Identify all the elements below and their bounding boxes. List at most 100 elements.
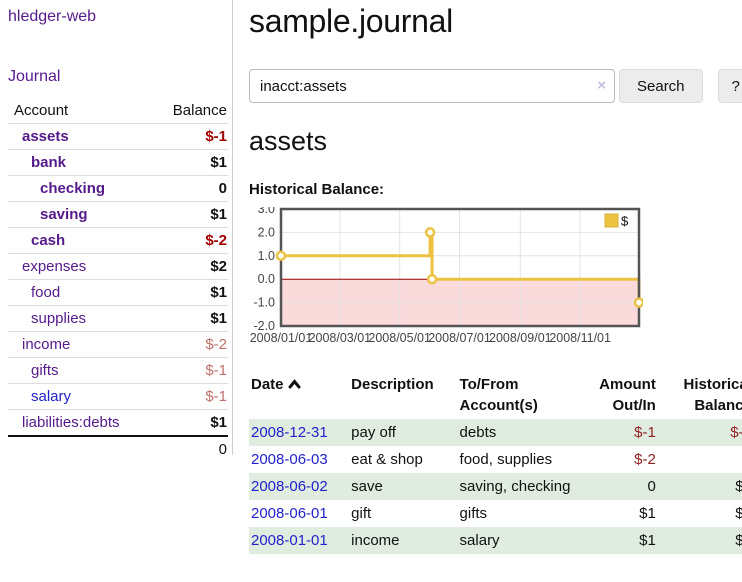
transaction-date-link[interactable]: 2008-06-03 bbox=[251, 451, 328, 468]
account-row: checking 0 bbox=[8, 176, 228, 202]
account-balance: $1 bbox=[210, 154, 227, 171]
transaction-accounts: debts bbox=[459, 424, 497, 441]
help-button[interactable]: ? bbox=[717, 69, 742, 103]
account-balance: $-2 bbox=[205, 232, 227, 249]
transaction-description: income bbox=[351, 532, 400, 549]
accounts-total-row: 0 bbox=[8, 436, 228, 462]
chart-title: Historical Balance: bbox=[249, 181, 385, 198]
account-row: income $-2 bbox=[8, 332, 228, 358]
account-link[interactable]: assets bbox=[22, 128, 69, 145]
account-row: cash $-2 bbox=[8, 228, 228, 254]
account-link[interactable]: liabilities:debts bbox=[22, 414, 120, 431]
account-balance: $-1 bbox=[205, 128, 227, 145]
svg-text:2008/09/01: 2008/09/01 bbox=[489, 331, 552, 345]
account-link[interactable]: cash bbox=[31, 232, 66, 249]
account-row: food $1 bbox=[8, 280, 228, 306]
transaction-date-link[interactable]: 2008-06-02 bbox=[251, 478, 328, 495]
app-title-link[interactable]: hledger-web bbox=[8, 8, 97, 25]
transaction-date-link[interactable]: 2008-06-01 bbox=[251, 505, 328, 522]
transaction-description: gift bbox=[351, 505, 372, 522]
svg-text:2008/11/01: 2008/11/01 bbox=[549, 331, 611, 345]
register-row: 2008-06-02 save saving, checking 0 $2 bbox=[249, 473, 742, 500]
account-balance: $1 bbox=[210, 206, 227, 223]
transaction-accounts: saving, checking bbox=[459, 478, 571, 495]
account-link[interactable]: checking bbox=[40, 180, 106, 197]
account-balance: $-2 bbox=[205, 336, 227, 353]
account-row: gifts $-1 bbox=[8, 358, 228, 384]
register-row: 2008-01-01 income salary $1 $1 bbox=[249, 527, 742, 554]
main-content: sample.journal × Search ? assets Histori… bbox=[233, 0, 742, 554]
transaction-amount: $-2 bbox=[634, 451, 656, 468]
sidebar-item-journal[interactable]: Journal bbox=[8, 68, 61, 85]
account-link[interactable]: saving bbox=[40, 206, 88, 223]
account-link[interactable]: salary bbox=[31, 388, 72, 405]
account-balance: $2 bbox=[210, 258, 227, 275]
transaction-description: pay off bbox=[351, 424, 396, 441]
chart-svg: 3.0 2.0 1.0 0.0 -1.0 -2.02008/01/012008/03/01… bbox=[250, 202, 645, 345]
register-tbody: 2008-12-31 pay off debts $-1 $-1 2008-06-03 ea… bbox=[249, 419, 742, 554]
account-balance: $1 bbox=[210, 414, 227, 431]
account-heading: assets bbox=[249, 126, 328, 156]
account-link[interactable]: income bbox=[22, 336, 71, 353]
account-row: salary $-1 bbox=[8, 384, 228, 410]
register-row: 2008-12-31 pay off debts $-1 $-1 bbox=[249, 419, 742, 446]
svg-text:$: $ bbox=[621, 214, 629, 229]
transaction-description: save bbox=[351, 478, 383, 495]
svg-text:2008/03/01: 2008/03/01 bbox=[309, 331, 372, 345]
register-header-row: Date Description To/From Account(s) Amou… bbox=[249, 371, 742, 419]
transaction-accounts: salary bbox=[459, 532, 500, 549]
search-input[interactable] bbox=[249, 69, 615, 103]
svg-text:2.0: 2.0 bbox=[258, 225, 275, 239]
account-balance: $-1 bbox=[205, 362, 227, 379]
svg-text:2008/05/01: 2008/05/01 bbox=[368, 331, 431, 345]
transaction-balance: $1 bbox=[735, 532, 742, 549]
account-link[interactable]: bank bbox=[31, 154, 67, 171]
transaction-date-link[interactable]: 2008-12-31 bbox=[251, 424, 328, 441]
search-button[interactable]: Search bbox=[619, 69, 703, 103]
account-row: bank $1 bbox=[8, 150, 228, 176]
transaction-date-link[interactable]: 2008-01-01 bbox=[251, 532, 328, 549]
page-title: sample.journal bbox=[249, 3, 453, 39]
register-header-date[interactable]: Date bbox=[249, 371, 349, 419]
register-header-balance: Historical Balance bbox=[683, 376, 742, 414]
register-header-amount: Amount Out/In bbox=[599, 376, 656, 414]
account-link[interactable]: food bbox=[31, 284, 61, 301]
accounts-tbody: assets $-1 bank $1 checking 0 saving $1 cash $-2 e… bbox=[8, 124, 228, 463]
account-link[interactable]: gifts bbox=[31, 362, 59, 379]
transaction-balance: $2 bbox=[735, 505, 742, 522]
sidebar: hledger-web Journal Account Balance asse… bbox=[0, 0, 233, 458]
svg-text:-1.0: -1.0 bbox=[253, 296, 275, 310]
account-row: saving $1 bbox=[8, 202, 228, 228]
account-balance: $1 bbox=[210, 284, 227, 301]
svg-text:2008/07/01: 2008/07/01 bbox=[428, 331, 491, 345]
search-form: × Search ? bbox=[249, 69, 742, 103]
transaction-balance: 0 bbox=[658, 446, 742, 473]
accounts-header-balance: Balance bbox=[172, 102, 227, 119]
transaction-description: eat & shop bbox=[351, 451, 423, 468]
transaction-amount: 0 bbox=[647, 478, 656, 495]
transaction-balance: $-1 bbox=[730, 424, 742, 441]
account-balance: 0 bbox=[218, 180, 227, 197]
transaction-balance: $2 bbox=[735, 478, 742, 495]
account-link[interactable]: supplies bbox=[31, 310, 87, 327]
register-header-accounts: To/From Account(s) bbox=[459, 376, 538, 414]
account-link[interactable]: expenses bbox=[22, 258, 87, 275]
accounts-total: 0 bbox=[218, 441, 227, 458]
register-table: Date Description To/From Account(s) Amou… bbox=[249, 371, 742, 554]
clear-search-icon[interactable]: × bbox=[597, 77, 606, 94]
accounts-header-row: Account Balance bbox=[8, 98, 228, 124]
transaction-amount: $1 bbox=[639, 505, 656, 522]
accounts-table: Account Balance assets $-1 bank $1 checking 0… bbox=[8, 98, 228, 462]
svg-text:3.0: 3.0 bbox=[258, 207, 275, 216]
app: hledger-web Journal Account Balance asse… bbox=[0, 0, 742, 554]
historical-balance-chart: 3.0 2.0 1.0 0.0 -1.0 -2.0 2008/01/01 2008/03/01… bbox=[249, 202, 742, 354]
transaction-amount: $1 bbox=[639, 532, 656, 549]
svg-text:-2.0: -2.0 bbox=[253, 319, 275, 333]
accounts-header-account: Account bbox=[14, 102, 69, 119]
account-row: supplies $1 bbox=[8, 306, 228, 332]
svg-text:1.0: 1.0 bbox=[258, 249, 275, 263]
account-row: liabilities:debts $1 bbox=[8, 410, 228, 436]
account-balance: $-1 bbox=[205, 388, 227, 405]
svg-text:2008/01/01: 2008/01/01 bbox=[250, 331, 313, 345]
svg-text:0.0: 0.0 bbox=[258, 272, 275, 286]
